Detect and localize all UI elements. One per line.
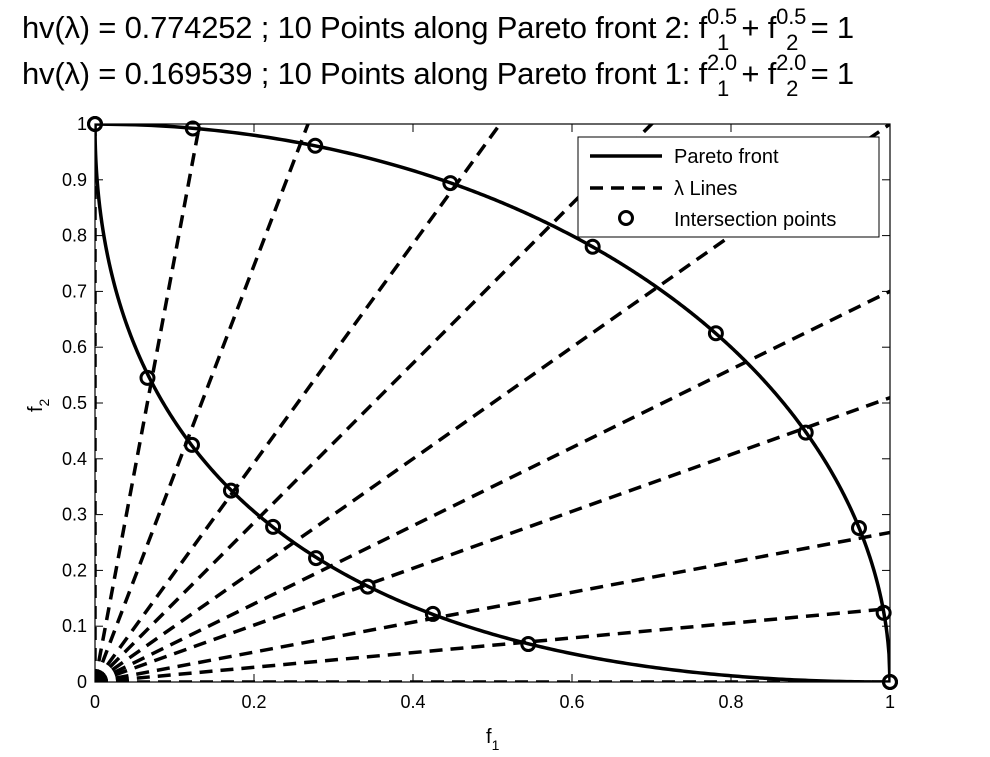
intersection-point-front1-4 [265,518,282,535]
x-tick-label-4: 0.8 [718,692,743,712]
x-tick-label-0: 0 [90,692,100,712]
intersection-point-front1-5 [308,550,325,567]
y-tick-label-0: 0 [77,672,87,692]
intersection-point-front1-7 [424,605,441,622]
y-tick-label-5: 0.5 [62,393,87,413]
axis-ticks: 0 0.2 0.4 0.6 0.8 1 0 0.1 0.2 0.3 0.4 0.5 0.6 0.7 0.8 0… [62,114,895,712]
pareto-fronts [95,124,890,682]
y-axis-label: f2 [25,398,52,412]
x-tick-label-2: 0.4 [400,692,425,712]
intersection-point-front2-3 [442,175,459,192]
legend-swatch-intersection-points [618,210,634,226]
y-tick-label-1: 0.1 [62,616,87,636]
y-tick-label-10: 1 [77,114,87,134]
y-tick-label-4: 0.4 [62,449,87,469]
y-tick-label-2: 0.2 [62,560,87,580]
intersection-point-front2-4 [584,238,601,255]
axis-labels: f1 f2 [25,398,500,753]
lambda-line-7 [95,124,503,682]
intersection-point-front1-1 [139,369,156,386]
pareto-front-1 [95,124,890,682]
lambda-line-2 [95,530,890,682]
legend-label-intersection-points: Intersection points [674,209,836,231]
pareto-front-2 [95,124,890,682]
chart-title-front1: hv(λ) = 0.169539 ; 10 Points along Paret… [22,50,854,101]
x-tick-label-5: 1 [885,692,895,712]
legend-box [577,136,880,238]
lambda-line-8 [95,124,310,682]
intersection-point-front1-2 [183,436,200,453]
legend-label-lambda-lines: λ Lines [674,178,737,200]
chart-title-front2: hv(λ) = 0.774252 ; 10 Points along Paret… [22,4,854,55]
y-tick-label-9: 0.9 [62,170,87,190]
intersection-point-front1-3 [222,482,239,499]
intersection-point-front2-7 [850,519,867,536]
intersection-point-front2-5 [707,325,724,342]
intersection-point-front2-6 [797,424,814,441]
intersection-point-front1-6 [359,578,376,595]
y-tick-label-7: 0.7 [62,281,87,301]
lambda-line-1 [95,606,890,682]
legend-label-pareto-front: Pareto front [674,146,779,168]
lambda-line-3 [95,395,890,682]
y-tick-label-8: 0.8 [62,226,87,246]
y-tick-label-3: 0.3 [62,505,87,525]
intersection-point-front2-2 [307,137,324,154]
y-tick-label-6: 0.6 [62,337,87,357]
lambda-line-5 [95,124,890,682]
x-tick-label-3: 0.6 [559,692,584,712]
lambda-line-9 [95,124,202,682]
intersection-point-front1-8 [520,636,537,653]
lambda-line-6 [95,124,655,682]
lambda-lines [95,124,890,682]
intersection-point-front2-1 [184,120,201,137]
x-tick-label-1: 0.2 [241,692,266,712]
x-axis-label: f1 [486,726,500,753]
legend: Pareto front λ Lines Intersection points [577,136,880,238]
